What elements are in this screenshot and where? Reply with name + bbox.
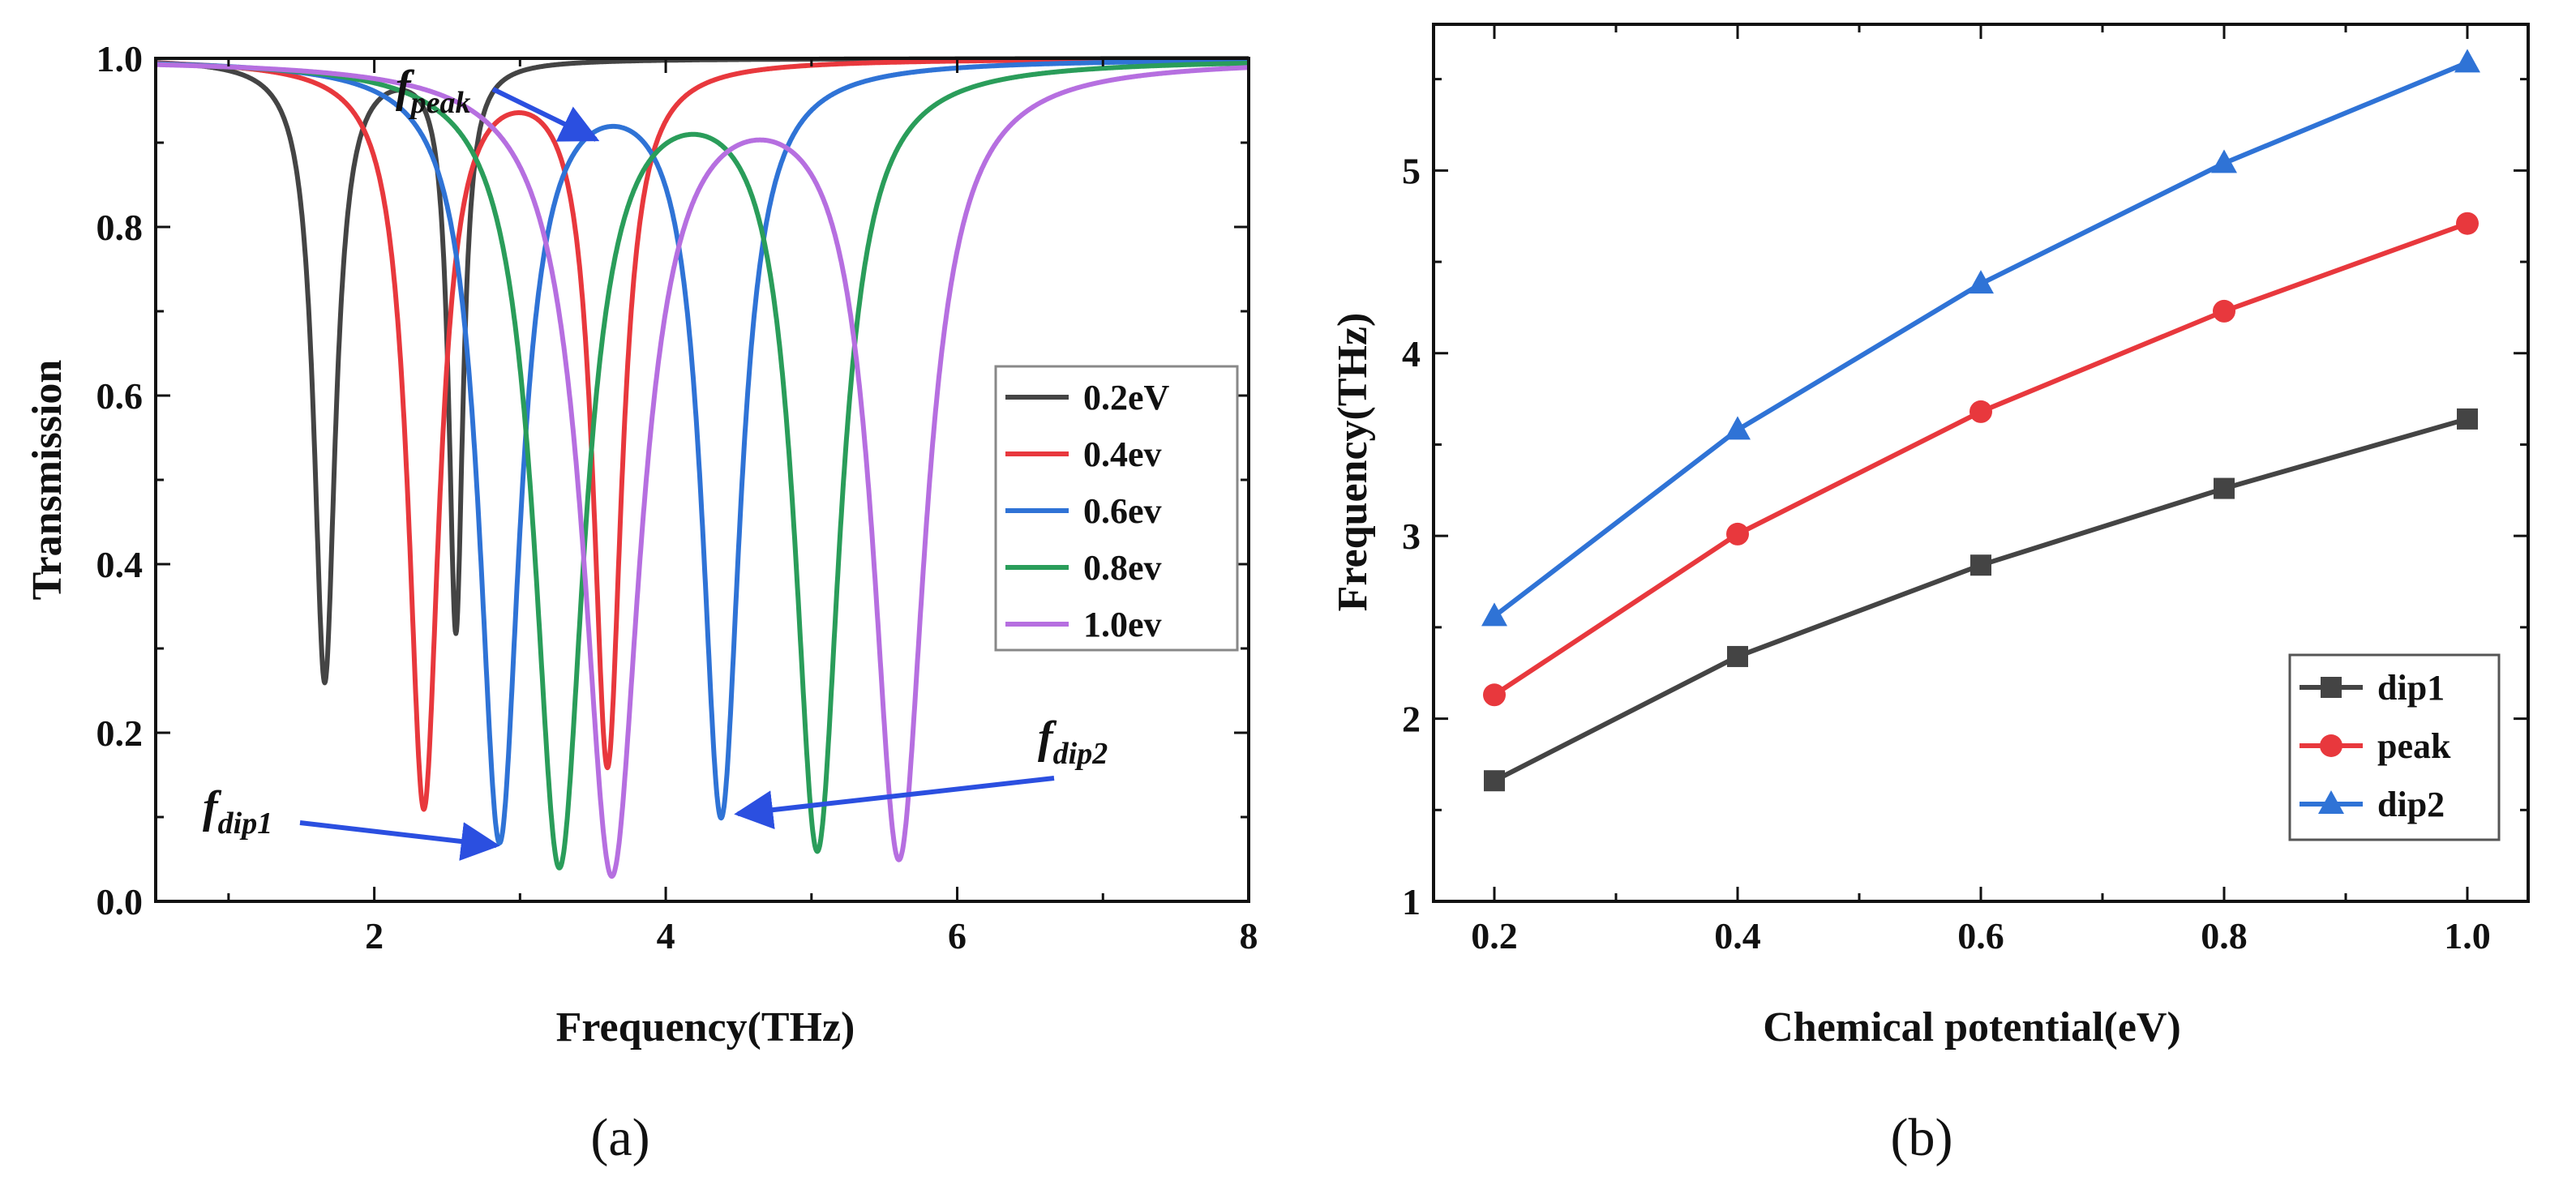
data-point-peak [2456,212,2479,235]
data-point-dip2 [2211,149,2237,173]
y-tick-label: 0.6 [96,375,144,417]
annotation-f-dip2-arrow [734,776,1055,830]
x-tick-label: 2 [365,915,384,956]
panel-b-caption: (b) [1891,1108,1953,1167]
panel-b-legend: dip1 peak dip2 [2288,653,2501,841]
y-tick-label: 5 [1402,150,1421,191]
annotation-f-dip2: fdip2 [734,712,1108,830]
legend-label-dip2: dip2 [2377,785,2445,824]
data-point-dip1 [1727,645,1748,667]
x-tick-label: 0.8 [2201,915,2248,956]
legend-marker-peak [2320,734,2342,757]
y-tick-label: 0.0 [96,881,144,922]
x-tick-label: 0.6 [1957,915,2004,956]
y-tick-label: 1.0 [96,38,144,79]
x-tick-label: 1.0 [2444,915,2491,956]
panel-a: 2 4 6 8 0.0 0.2 0.4 0.6 0.8 1.0 Frequency(THz) Tr… [24,38,1258,1167]
legend-label-0.8ev: 0.8ev [1083,548,1162,588]
legend-label-0.2eV: 0.2eV [1083,378,1170,417]
svg-text:fdip1: fdip1 [203,782,272,841]
panel-a-ylabel: Transmission [24,360,71,601]
panel-b-xlabel: Chemical potential(eV) [1763,1004,2181,1050]
legend-label-peak: peak [2377,726,2451,766]
data-point-dip2 [1968,270,1994,294]
data-point-peak [2213,299,2235,323]
y-tick-label: 1 [1402,881,1421,922]
legend-label-dip1: dip1 [2377,668,2445,708]
legend-marker-dip1 [2321,677,2342,698]
legend-marker-dip2 [2318,790,2344,814]
svg-text:fdip2: fdip2 [1038,712,1108,771]
legend-label-1.0ev: 1.0ev [1083,605,1162,644]
panel-b: 0.2 0.4 0.6 0.8 1.0 1 2 3 4 5 Chemical potential(… [1330,23,2530,1167]
y-tick-label: 3 [1402,516,1421,557]
panel-b-axes: 0.2 0.4 0.6 0.8 1.0 1 2 3 4 5 [1402,23,2530,956]
data-point-peak [1726,522,1749,546]
data-point-peak [1483,683,1506,707]
y-tick-label: 2 [1402,699,1421,740]
series-line-1.0ev [153,62,1251,879]
annotation-f-dip2-sub: dip2 [1053,737,1108,771]
legend-label-0.4ev: 0.4ev [1083,434,1162,474]
x-tick-label: 8 [1240,915,1258,956]
data-point-dip2 [1725,416,1751,440]
data-point-dip2 [1481,602,1507,627]
annotation-f-peak-sub: peak [409,86,471,120]
y-tick-label: 4 [1402,333,1421,374]
data-point-dip1 [2457,408,2478,430]
data-point-dip1 [2214,477,2235,499]
data-point-dip1 [1970,554,1991,576]
data-point-peak [1970,400,1992,423]
x-tick-label: 0.4 [1714,915,1761,956]
series-line-dip2 [1493,60,2469,618]
panel-a-xlabel: Frequency(THz) [556,1004,855,1050]
panel-b-ylabel: Frequency(THz) [1330,313,1376,612]
y-tick-label: 0.4 [96,544,144,585]
x-tick-label: 0.2 [1471,915,1518,956]
svg-text:fpeak: fpeak [396,62,471,120]
data-point-dip2 [2454,49,2480,73]
annotation-f-dip1-arrow [299,820,500,861]
x-tick-label: 4 [657,915,675,956]
panel-a-caption: (a) [590,1108,649,1167]
y-tick-label: 0.2 [96,712,144,754]
panel-b-series [1481,49,2480,792]
annotation-f-peak-arrow [491,87,600,142]
annotation-f-dip1: fdip1 [203,782,500,861]
series-line-0.4ev [153,57,1251,812]
panel-a-axes: 2 4 6 8 0.0 0.2 0.4 0.6 0.8 1.0 [96,38,1258,956]
legend-label-0.6ev: 0.6ev [1083,491,1162,531]
x-tick-label: 6 [948,915,967,956]
data-point-dip1 [1484,770,1505,792]
panel-a-legend: 0.2eV 0.4ev 0.6ev 0.8ev 1.0ev [994,365,1239,652]
y-tick-label: 0.8 [96,207,144,248]
series-line-0.6ev [153,58,1251,845]
annotation-f-dip1-sub: dip1 [218,807,273,841]
